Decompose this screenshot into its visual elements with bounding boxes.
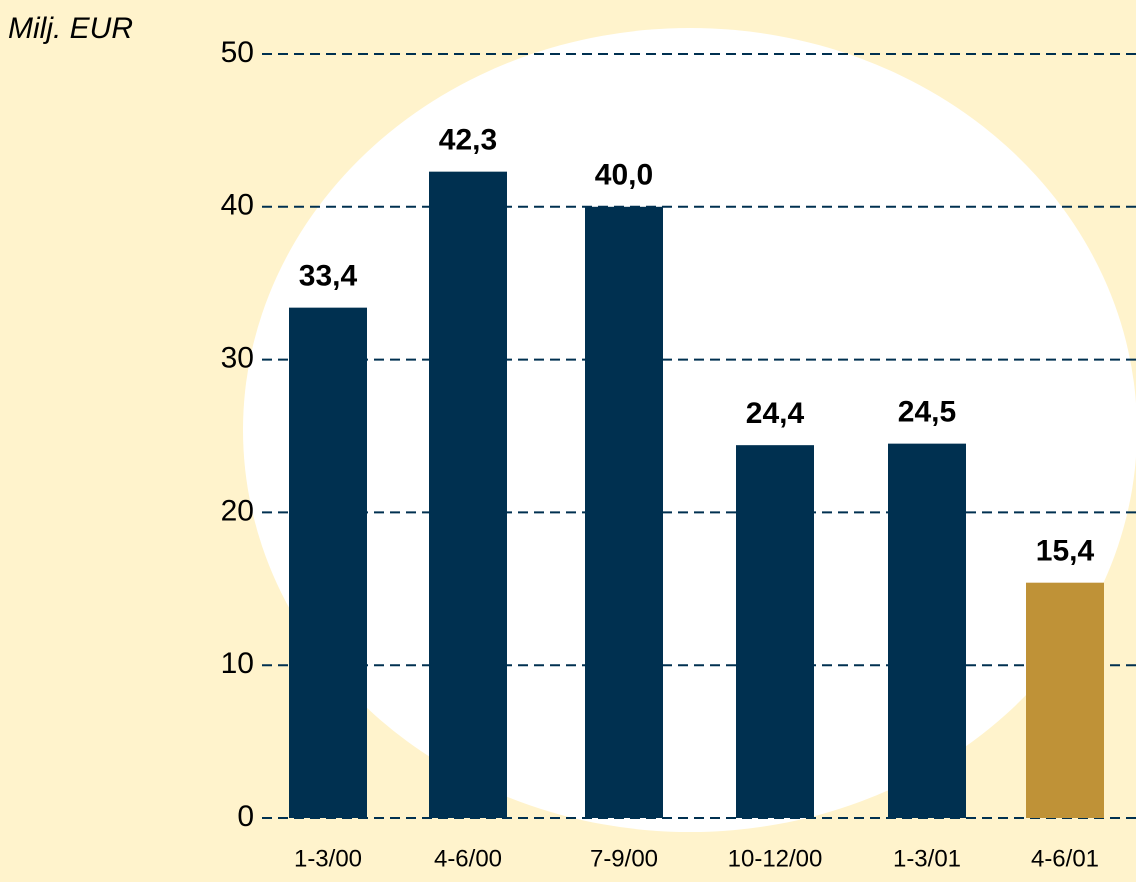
bar: [585, 206, 663, 819]
value-label: 42,3: [439, 124, 497, 157]
bar: [1026, 582, 1104, 818]
x-tick-label: 1-3/01: [893, 845, 961, 872]
y-tick-label: 50: [221, 36, 254, 69]
x-tick-label: 4-6/01: [1031, 845, 1099, 872]
bar: [888, 443, 966, 818]
value-label: 33,4: [299, 260, 358, 293]
y-axis-label: Milj. EUR: [8, 12, 133, 45]
y-tick-label: 20: [221, 494, 254, 527]
value-label: 24,5: [898, 396, 956, 429]
backdrop-ellipse: [243, 28, 1136, 832]
x-tick-label: 10-12/00: [728, 845, 823, 872]
value-label: 15,4: [1036, 535, 1095, 568]
value-label: 40,0: [595, 159, 653, 192]
y-tick-label: 40: [221, 189, 254, 222]
bar: [429, 171, 507, 818]
y-tick-label: 0: [237, 800, 254, 833]
bar: [736, 445, 814, 818]
x-tick-label: 1-3/00: [294, 845, 362, 872]
x-tick-label: 4-6/00: [434, 845, 502, 872]
y-tick-label: 30: [221, 342, 254, 375]
x-tick-label: 7-9/00: [590, 845, 658, 872]
bar: [289, 307, 367, 818]
y-tick-label: 10: [221, 647, 254, 680]
value-label: 24,4: [746, 397, 805, 430]
